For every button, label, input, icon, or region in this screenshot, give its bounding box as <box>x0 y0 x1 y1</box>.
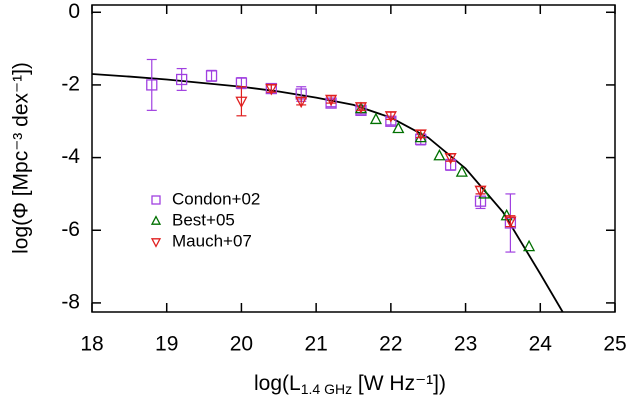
x-axis-label: log(L1.4 GHz [W Hz⁻¹]) <box>254 372 446 397</box>
marker <box>444 152 457 165</box>
y-tick-label: -6 <box>61 218 80 241</box>
y-tick-label: -8 <box>61 290 80 313</box>
marker <box>474 185 487 198</box>
x-tick-label: 24 <box>529 333 553 356</box>
y-axis-label: log(Φ [Mpc⁻³ dex⁻¹]) <box>10 62 33 254</box>
marker <box>325 94 338 107</box>
marker <box>455 165 468 177</box>
marker <box>265 83 278 96</box>
marker <box>176 73 188 86</box>
marker <box>146 79 158 91</box>
y-tick-label: -2 <box>61 72 80 95</box>
x-tick-label: 25 <box>603 333 626 356</box>
marker <box>354 102 368 114</box>
x-tick-label: 18 <box>80 333 103 356</box>
x-label-sub: 1.4 GHz <box>301 381 352 397</box>
marker <box>414 129 427 141</box>
x-tick-label: 20 <box>230 333 253 356</box>
x-tick-label: 22 <box>379 333 402 356</box>
x-label-main: log(L <box>254 372 301 395</box>
y-tick-label: -4 <box>61 145 80 168</box>
marker <box>369 112 382 125</box>
marker <box>392 121 405 134</box>
legend-marker <box>150 238 162 248</box>
plot-frame <box>91 4 616 313</box>
marker <box>295 96 308 109</box>
legend-label: Best+05 <box>172 210 235 229</box>
y-tick-label: 0 <box>68 0 80 23</box>
legend-marker <box>151 195 161 205</box>
marker <box>414 130 427 143</box>
marker <box>504 216 517 229</box>
marker <box>523 239 536 252</box>
x-tick-label: 23 <box>454 333 477 356</box>
x-label-rest: [W Hz⁻¹]) <box>352 372 446 395</box>
fit-line <box>92 73 564 312</box>
marker <box>235 96 248 109</box>
marker <box>384 111 397 123</box>
legend-label: Mauch+07 <box>172 231 252 250</box>
marker <box>433 148 446 161</box>
x-tick-label: 21 <box>304 333 327 356</box>
marker <box>205 70 218 82</box>
legend-label: Condon+02 <box>172 189 260 208</box>
x-tick-label: 19 <box>155 333 178 356</box>
legend-marker <box>150 215 162 225</box>
